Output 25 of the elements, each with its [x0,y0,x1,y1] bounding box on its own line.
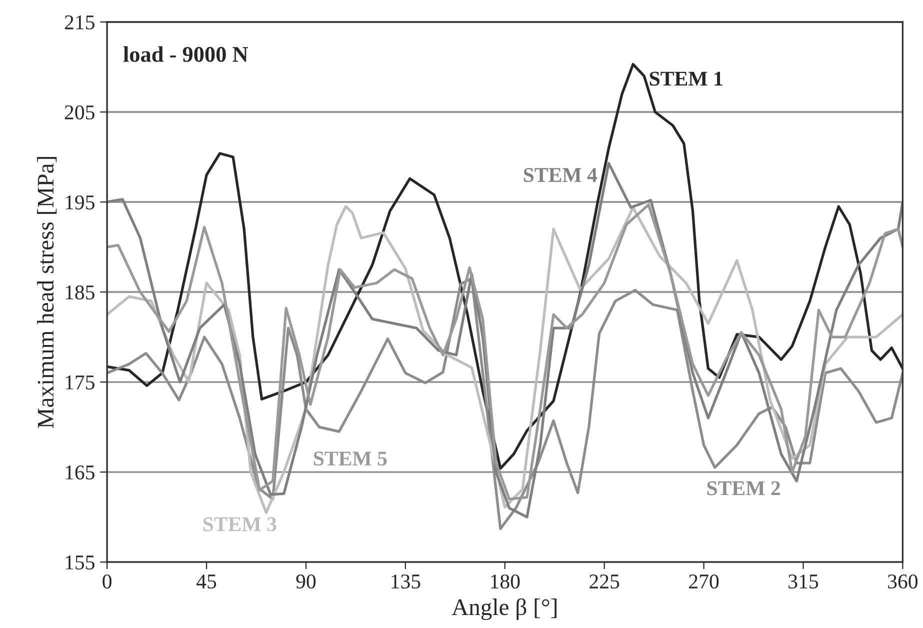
y-tick-label: 165 [66,465,94,480]
series-label: STEM 3 [203,517,276,532]
x-tick-label: 270 [689,574,719,589]
x-tick-label: 315 [788,574,818,589]
series-label: STEM 2 [707,481,780,496]
series-label: STEM 1 [650,72,722,86]
x-tick-label: 90 [296,574,316,589]
series-label: STEM 4 [524,168,598,182]
y-tick-label: 195 [66,195,94,210]
x-tick-label: 225 [590,574,620,589]
y-tick-label: 155 [66,556,94,570]
y-tick-label: 205 [64,105,94,120]
y-axis-title: Maximum head stress [MPa] [37,157,57,428]
x-tick-label: 0 [102,574,112,589]
x-tick-label: 180 [491,574,520,589]
x-tick-label: 135 [392,574,420,589]
x-tick-label: 360 [888,574,918,589]
y-tick-label: 185 [66,285,94,300]
y-tick-label: 175 [66,376,94,390]
x-axis-title: Angle β [°] [452,598,556,620]
y-tick-label: 215 [64,15,94,30]
x-tick-label: 45 [196,574,216,589]
text: load - 9000 N [123,46,248,62]
line-series [107,277,903,530]
series-label: STEM 5 [314,452,387,466]
